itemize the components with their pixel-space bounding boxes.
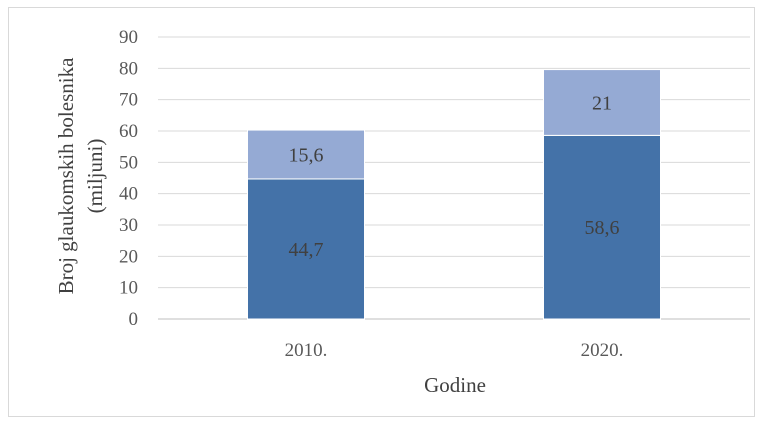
y-tick-label: 10 (119, 278, 138, 299)
y-tick-label: 90 (119, 27, 138, 48)
x-axis-title: Godine (424, 373, 486, 397)
y-tick-label: 60 (119, 121, 138, 142)
data-label: 44,7 (289, 239, 324, 261)
bar-segment-1 (543, 134, 661, 320)
bar-segment-1 (247, 178, 365, 320)
y-tick-label: 70 (119, 90, 138, 111)
x-axis-ticks: 2010. 2020. (285, 340, 624, 361)
y-tick-label: 0 (129, 309, 139, 330)
x-tick-label: 2010. (285, 340, 328, 361)
y-axis-title-line2: (miljuni) (83, 139, 107, 214)
data-label: 15,6 (289, 145, 324, 167)
y-tick-label: 30 (119, 215, 138, 236)
data-label: 21 (592, 92, 612, 114)
y-tick-label: 40 (119, 184, 138, 205)
gridlines (158, 36, 750, 320)
bars: 44,7 15,6 58,6 21 (247, 69, 661, 320)
bar-segment-2 (543, 69, 661, 136)
bar-segment-2 (247, 129, 365, 180)
y-axis-title-line1: Broj glaukomskih bolesnika (54, 57, 78, 294)
y-tick-label: 50 (119, 152, 138, 173)
y-tick-label: 20 (119, 246, 138, 267)
data-label: 58,6 (585, 217, 620, 239)
y-tick-label: 80 (119, 58, 138, 79)
y-axis-ticks: 0 10 20 30 40 50 60 70 80 90 (119, 27, 138, 330)
x-tick-label: 2020. (581, 340, 624, 361)
